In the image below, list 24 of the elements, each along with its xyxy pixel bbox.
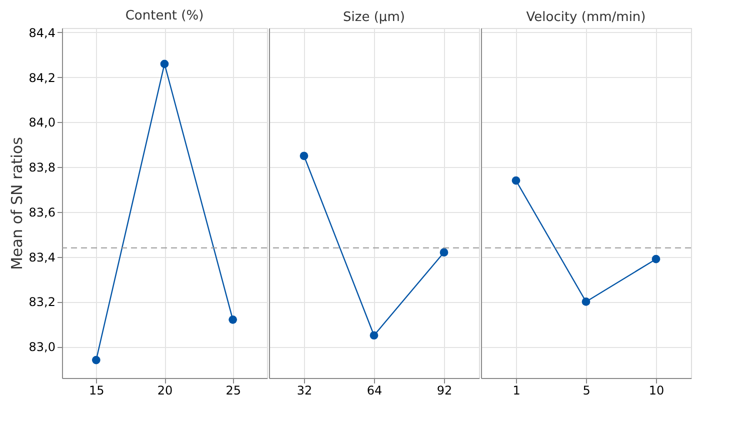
x-tick-label: 32 [296,384,312,398]
y-tick-label: 83,2 [28,295,56,310]
x-tick-label: 64 [366,384,382,398]
x-tick-label: 92 [436,384,452,398]
chart-title: Velocity (mm/min) [526,10,646,25]
x-tick-label: 10 [648,384,664,398]
chart-title: Size (µm) [343,10,405,25]
x-tick-label: 20 [157,384,173,398]
y-tick-label: 83,6 [28,205,56,220]
point [92,356,100,364]
y-tick-label: 83,8 [28,160,56,175]
y-tick-label: 83,0 [28,340,56,354]
y-tick-label: 84,2 [28,70,56,85]
point [160,60,169,68]
x-tick-label: 1 [512,384,520,398]
y-tick-label: 83,4 [28,250,56,264]
y-axis-title: Mean of SN ratios [8,136,26,270]
y-tick-label: 84,0 [28,116,56,130]
y-tick-label: 84,4 [28,26,56,40]
point [228,315,238,324]
x-tick-label: 5 [582,384,590,398]
chart-title: Content (%) [125,8,204,24]
x-tick-label: 15 [89,384,104,398]
x-tick-label: 25 [226,384,241,398]
